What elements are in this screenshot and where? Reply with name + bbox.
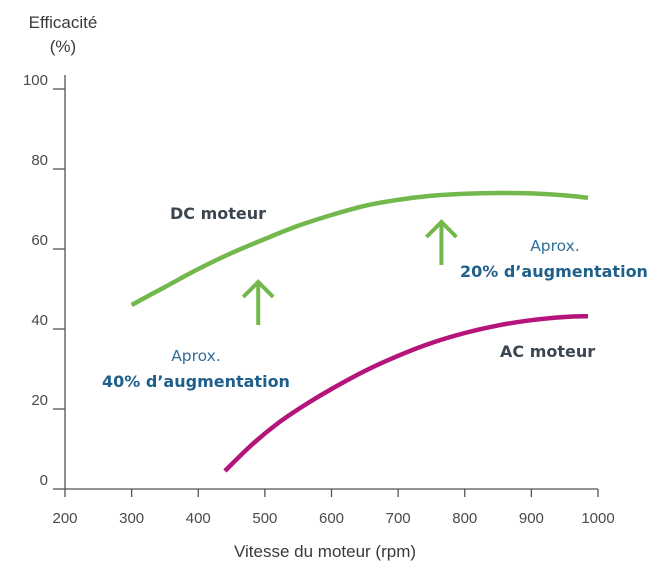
series-label-dc: DC moteur (170, 204, 266, 223)
annotation-2-prefix: Aprox. (530, 237, 580, 255)
y-axis-title-line1: Efficacité (29, 13, 98, 32)
x-axis-title: Vitesse du moteur (rpm) (234, 542, 416, 561)
y-tick-label: 80 (31, 152, 48, 169)
annotation-1-value: 40% d’augmentation (102, 372, 290, 391)
y-tick-label: 0 (40, 472, 48, 489)
x-tick-label: 300 (119, 510, 144, 527)
up-arrow-icon (426, 221, 456, 265)
x-tick-label: 700 (386, 510, 411, 527)
axes (53, 75, 598, 497)
x-tick-label: 500 (252, 510, 277, 527)
tick-labels: 0 20 40 60 80 100 200 300 400 500 600 700 800 900 1000 (23, 72, 615, 527)
x-tick-label: 1000 (581, 510, 614, 527)
x-tick-label: 400 (186, 510, 211, 527)
y-tick-label: 20 (31, 392, 48, 409)
x-tick-label: 200 (52, 510, 77, 527)
y-axis-title-line2: (%) (50, 37, 76, 56)
series-label-ac: AC moteur (500, 342, 595, 361)
series-lines (132, 193, 588, 471)
y-tick-label: 100 (23, 72, 48, 89)
y-tick-label: 40 (31, 312, 48, 329)
x-tick-label: 600 (319, 510, 344, 527)
x-tick-label: 900 (519, 510, 544, 527)
series-line-ac (225, 316, 588, 471)
up-arrow-icon (243, 281, 273, 325)
annotation-1-prefix: Aprox. (171, 347, 221, 365)
annotation-2-value: 20% d’augmentation (460, 262, 648, 281)
y-tick-label: 60 (31, 232, 48, 249)
x-tick-label: 800 (452, 510, 477, 527)
